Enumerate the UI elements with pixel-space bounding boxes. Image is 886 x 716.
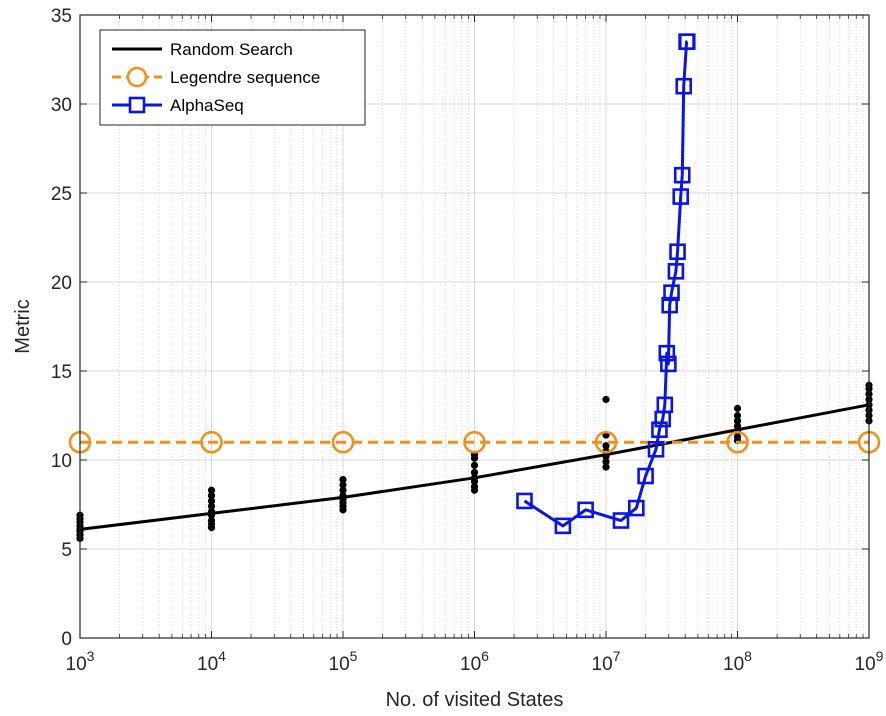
random-search-point	[339, 481, 347, 489]
legend-label: AlphaSeq	[170, 96, 244, 115]
data-point-square	[669, 243, 686, 261]
random-search-point	[602, 442, 610, 450]
random-search-point	[470, 468, 479, 477]
x-axis-label: No. of visited States	[386, 689, 564, 711]
x-tick-label: 104	[197, 648, 226, 675]
data-point-square	[612, 512, 630, 529]
series-0	[79, 403, 870, 531]
axes: 0 5 10 15 20 25 30 35 103 104 105 106 107 108 109	[51, 6, 884, 675]
y-tick-label: 30	[51, 95, 72, 116]
data-point-square	[651, 421, 668, 439]
random-search-point	[339, 486, 347, 494]
y-tick-label: 10	[51, 451, 72, 472]
data-point-square	[658, 344, 676, 362]
data-point-circle	[594, 430, 618, 454]
x-tick-label: 108	[723, 648, 752, 675]
series-line	[79, 403, 870, 531]
data-point-square	[660, 355, 677, 373]
legend-item: Random Search	[112, 40, 293, 59]
x-tick-label: 107	[592, 648, 621, 675]
random-search-point	[470, 483, 479, 491]
random-search-point	[470, 461, 479, 469]
random-search-point	[207, 502, 216, 510]
data-point-square	[628, 499, 645, 517]
random-search-point	[733, 404, 742, 412]
x-tick-label: 106	[460, 648, 489, 675]
random-search-point	[207, 497, 216, 505]
legend-item: Legendre sequence	[112, 66, 320, 88]
legend-marker-square	[128, 96, 146, 114]
data-point-square	[647, 441, 665, 458]
x-tick-label: 103	[66, 648, 95, 675]
y-tick-label: 20	[51, 273, 72, 294]
data-point-square	[637, 467, 654, 485]
random-search-point	[207, 516, 216, 525]
legend-marker-circle	[126, 66, 148, 88]
data-point-circle	[200, 430, 223, 454]
data-point-square	[656, 396, 674, 414]
y-axis-label: Metric	[12, 299, 34, 353]
random-search-point	[602, 458, 610, 466]
random-search-point	[602, 463, 610, 471]
random-search-point	[207, 486, 216, 494]
random-search-point	[733, 417, 742, 425]
legend: Random Search Legendre sequence AlphaSeq	[99, 29, 366, 126]
series-layer	[68, 33, 881, 535]
data-point-circle	[331, 430, 355, 454]
data-point-square	[554, 517, 572, 535]
random-search-point	[207, 492, 216, 500]
data-point-square	[661, 296, 678, 314]
legend-item: AlphaSeq	[112, 96, 244, 115]
data-point-square	[667, 263, 685, 280]
data-point-circle	[726, 430, 749, 454]
y-tick-label: 15	[51, 362, 72, 383]
data-point-square	[675, 77, 693, 95]
random-search-point	[733, 411, 742, 420]
legend-label: Random Search	[170, 40, 293, 59]
data-point-square	[678, 33, 696, 51]
data-point-square	[673, 166, 691, 184]
random-search-point	[602, 395, 610, 404]
y-tick-label: 25	[51, 184, 72, 205]
y-tick-label: 5	[61, 540, 72, 561]
y-tick-label: 35	[51, 6, 72, 27]
data-point-circle	[463, 430, 486, 454]
series-2	[516, 33, 696, 535]
y-tick-label: 0	[61, 629, 72, 650]
random-search-point	[733, 433, 742, 441]
data-point-square	[672, 188, 690, 205]
data-point-square	[516, 492, 533, 510]
random-search-point	[339, 475, 347, 484]
legend-label: Legendre sequence	[170, 68, 320, 87]
x-tick-label: 105	[329, 648, 358, 675]
data-point-square	[663, 284, 680, 301]
x-tick-label: 109	[855, 648, 884, 675]
data-point-square	[577, 501, 594, 519]
